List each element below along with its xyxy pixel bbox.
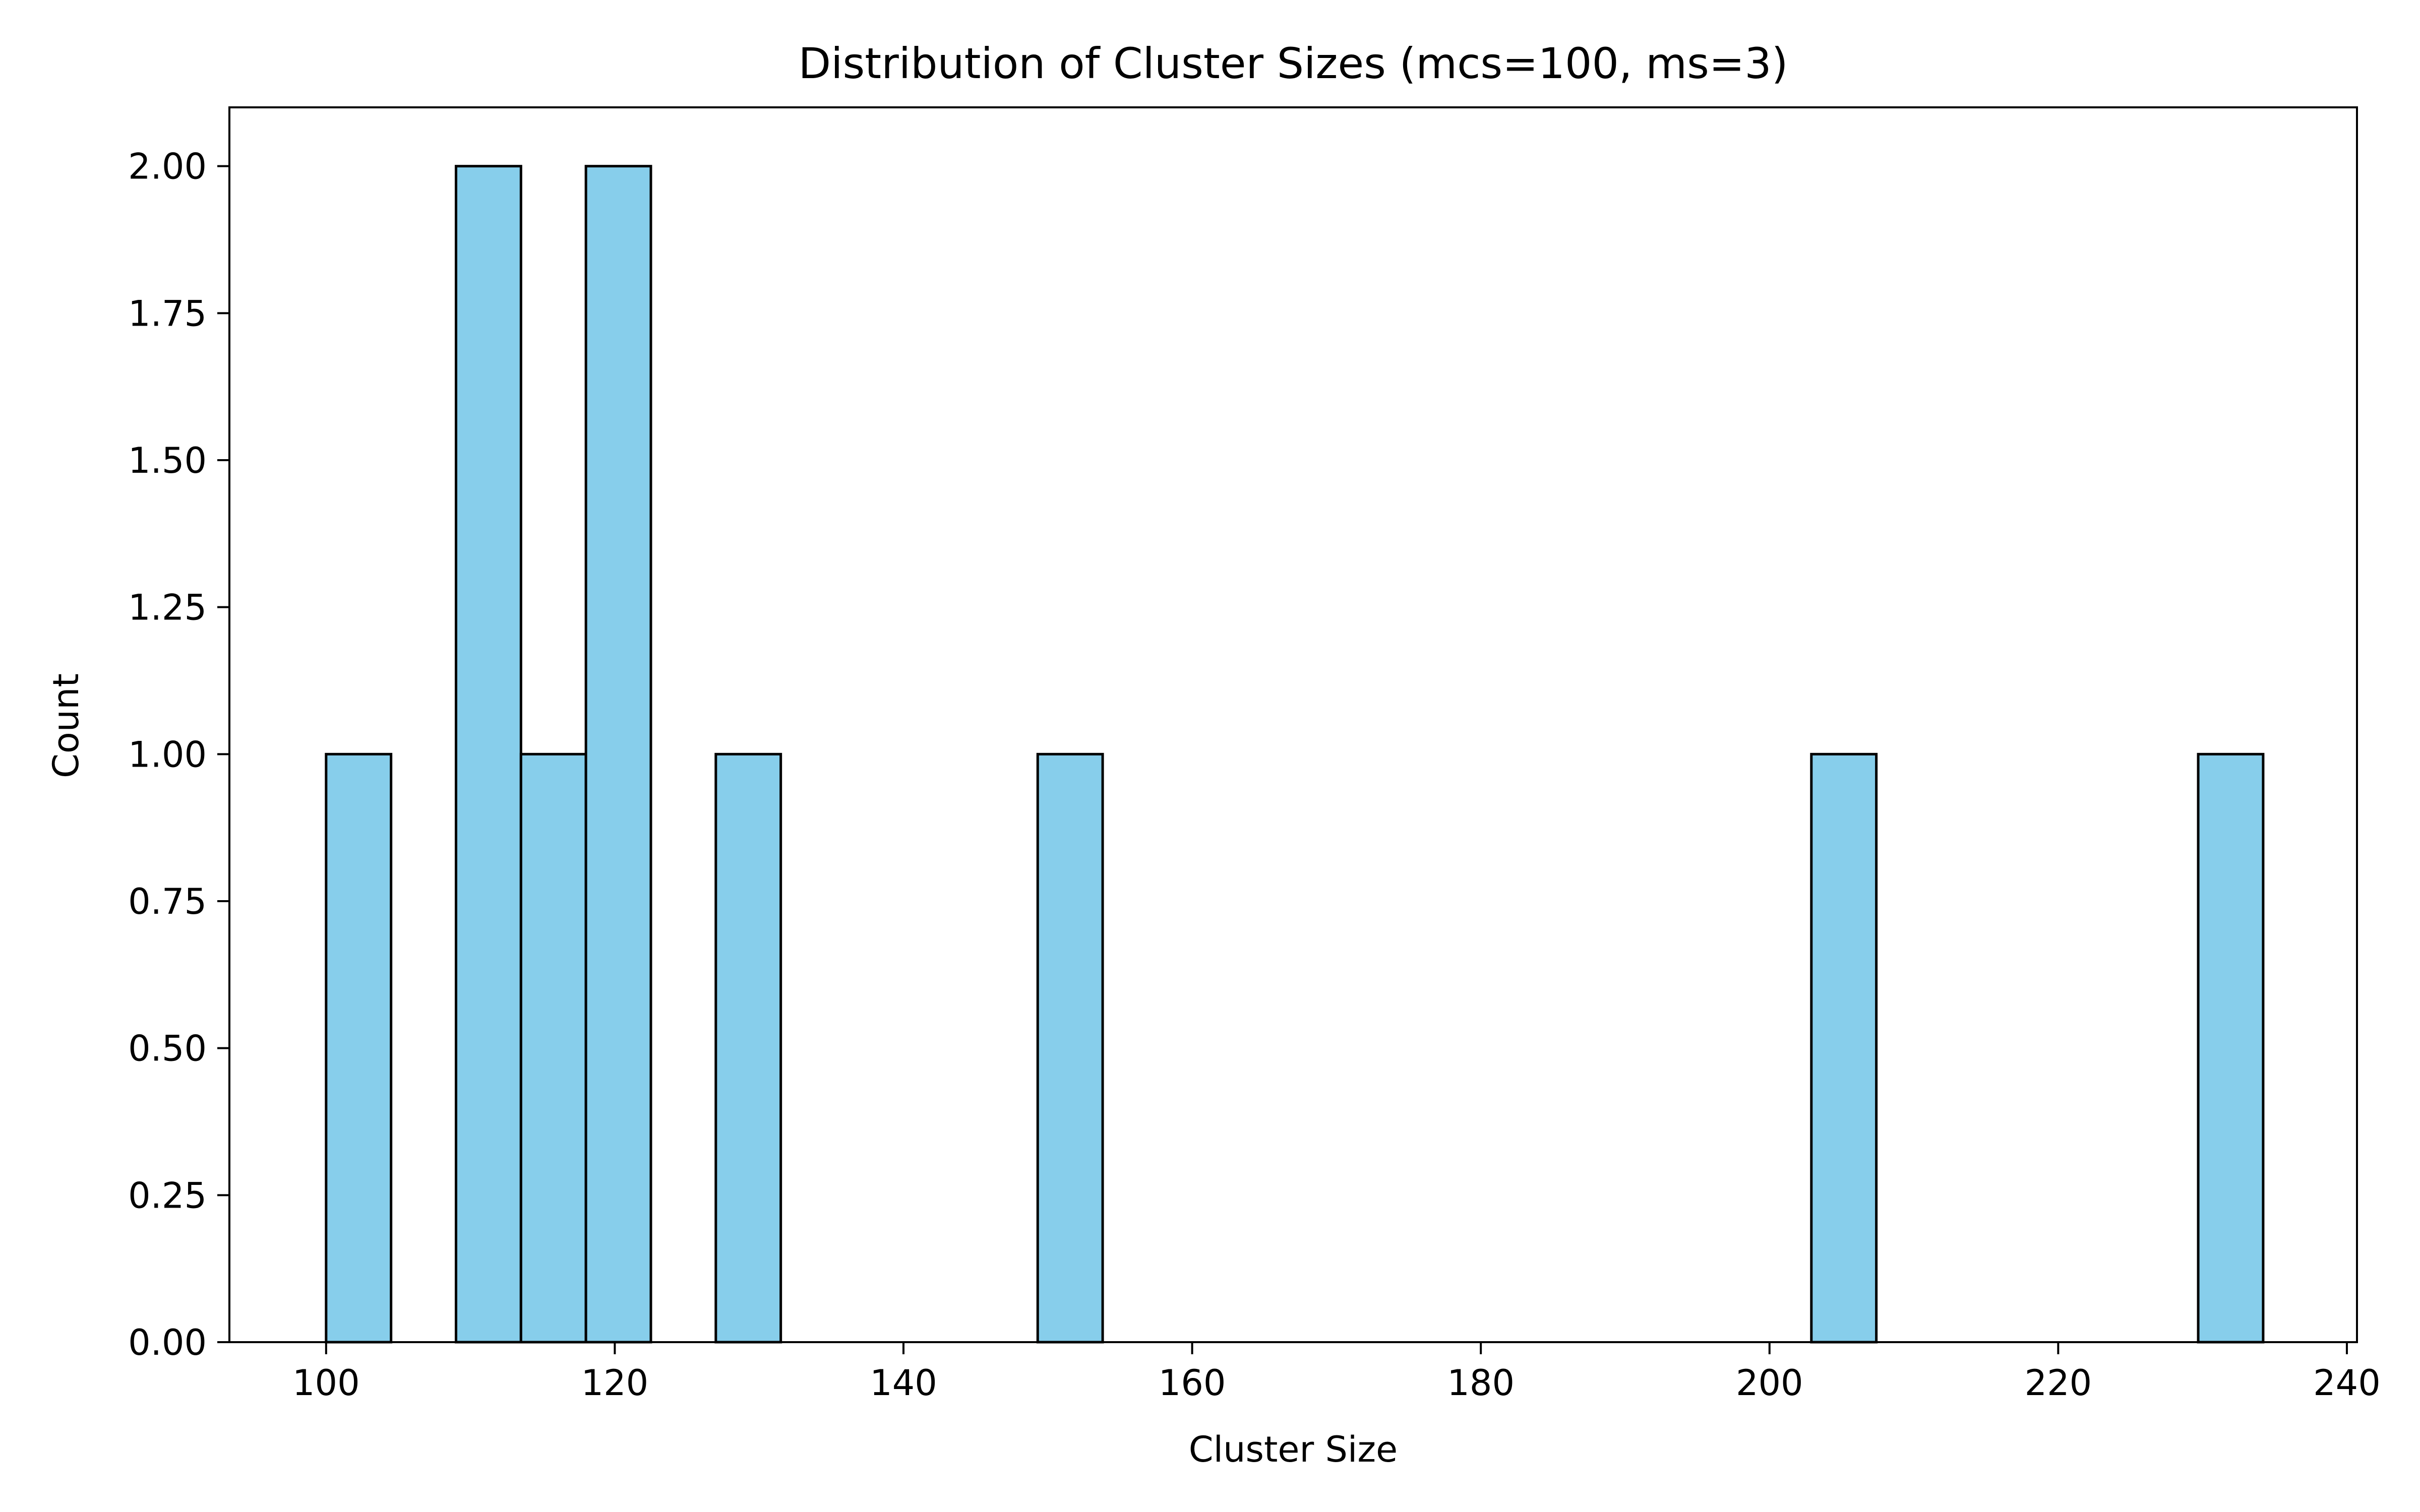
y-tick-label-3: 0.75 [128, 881, 207, 922]
y-axis-label: Count [45, 673, 87, 778]
x-tick-label-4: 180 [1447, 1362, 1515, 1404]
bars-layer [325, 165, 2265, 1344]
histogram-bar-7 [2197, 752, 2265, 1344]
plot-frame [228, 106, 2358, 1343]
y-tick-label-7: 1.75 [128, 293, 207, 334]
x-axis-label: Cluster Size [1189, 1429, 1398, 1470]
x-tick-label-5: 200 [1736, 1362, 1803, 1404]
histogram-bar-3 [584, 165, 652, 1344]
histogram-bar-6 [1810, 752, 1878, 1344]
histogram-bar-5 [1036, 752, 1104, 1344]
y-tick-label-4: 1.00 [128, 734, 207, 775]
y-tick-label-6: 1.50 [128, 440, 207, 481]
y-tick-label-0: 0.00 [128, 1322, 207, 1363]
y-tick-label-5: 1.25 [128, 587, 207, 628]
chart-title: Distribution of Cluster Sizes (mcs=100, … [798, 39, 1788, 88]
x-tick-label-1: 120 [581, 1362, 649, 1404]
histogram-bar-1 [454, 165, 522, 1344]
x-tick-label-0: 100 [292, 1362, 360, 1404]
y-tick-label-8: 2.00 [128, 146, 207, 187]
x-tick-label-6: 220 [2025, 1362, 2092, 1404]
axes-layer: 100 120 140 160 180 200 220 240 0.00 0.25 0.50 0.75… [128, 106, 2381, 1404]
x-tick-label-7: 240 [2313, 1362, 2381, 1404]
y-tick-label-1: 0.25 [128, 1175, 207, 1216]
y-tick-label-2: 0.50 [128, 1028, 207, 1069]
histogram-bar-4 [714, 752, 782, 1344]
histogram-bar-0 [325, 752, 393, 1344]
x-tick-label-3: 160 [1159, 1362, 1226, 1404]
histogram-bar-2 [519, 752, 587, 1344]
x-tick-label-2: 140 [870, 1362, 937, 1404]
